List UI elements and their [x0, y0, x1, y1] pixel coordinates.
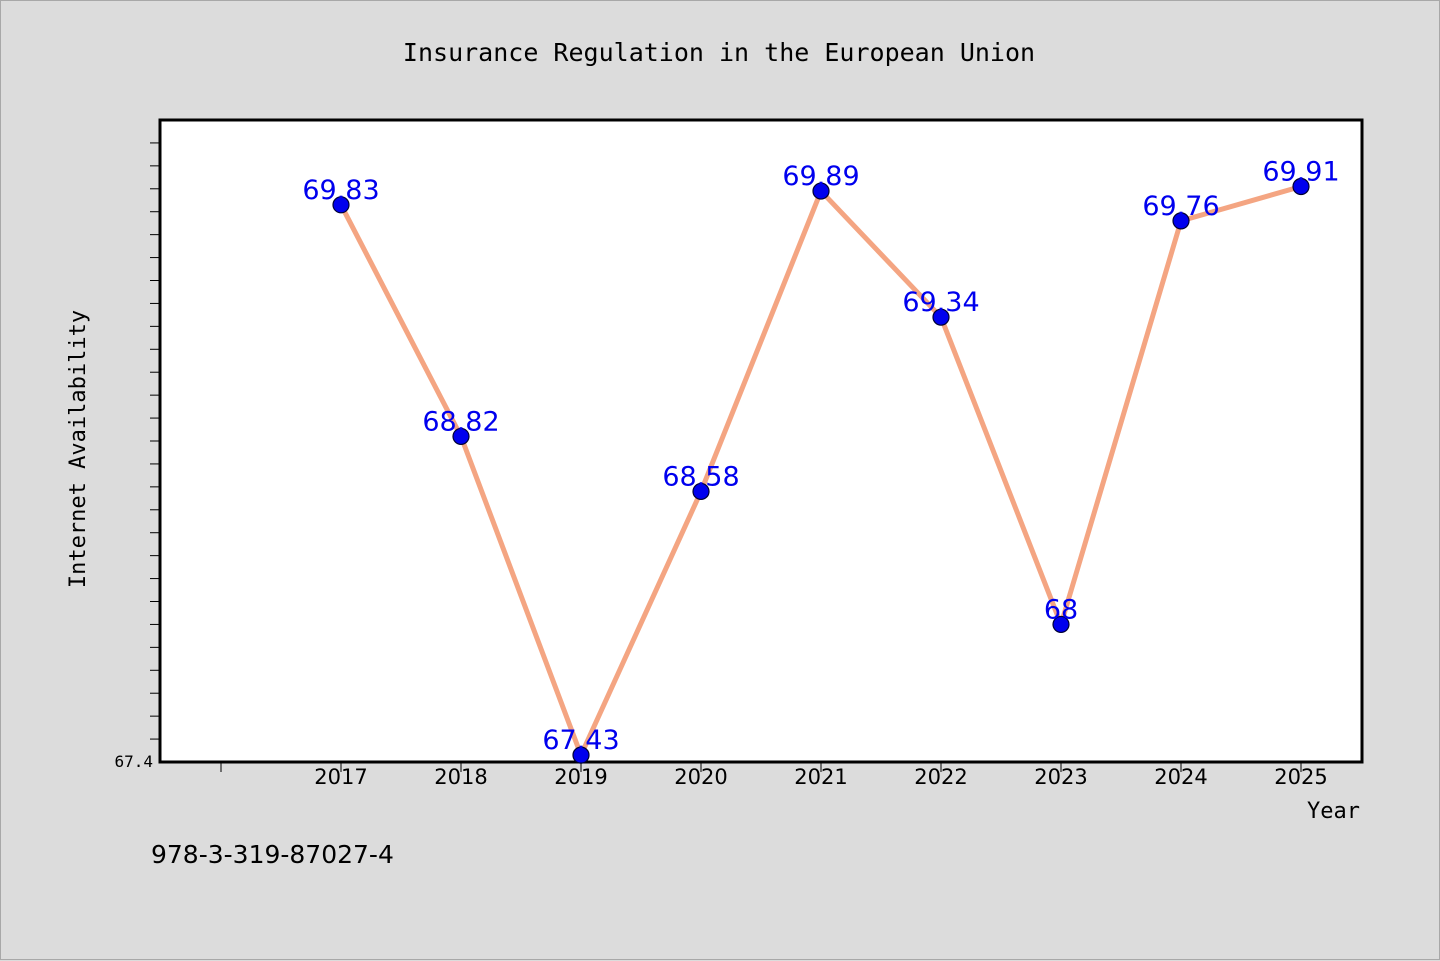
- data-point-marker: [1052, 615, 1070, 634]
- data-labels-group: 69.83 68.82 67.43 68.58 69.89 69.34 68 69.76 69.…: [302, 156, 1339, 756]
- y-tick-label: 67.4: [114, 752, 153, 771]
- x-tick-label: 2018: [434, 765, 487, 789]
- data-label: 67.43: [542, 725, 619, 756]
- x-tick-label: 2019: [554, 765, 607, 789]
- data-label: 69.34: [902, 287, 979, 318]
- x-tick-label: 2024: [1154, 765, 1207, 789]
- chart-title: Insurance Regulation in the European Uni…: [403, 38, 1035, 67]
- data-label: 69.91: [1262, 156, 1339, 187]
- x-tick-label: 2017: [314, 765, 367, 789]
- plot-area: [158, 118, 1364, 764]
- x-tick-label: 2023: [1034, 765, 1087, 789]
- data-label: 68: [1044, 594, 1078, 625]
- x-tick-label: 2020: [674, 765, 727, 789]
- data-point-marker: [332, 196, 350, 214]
- x-tick-labels: 2017 2018 2019 2020 2021 2022 2023 2024 2025: [314, 765, 1327, 789]
- data-label: 68.58: [662, 461, 739, 492]
- x-tick-label: 2025: [1274, 765, 1327, 789]
- data-point-marker: [812, 182, 830, 200]
- y-axis-ticks: [150, 142, 160, 740]
- data-label: 69.83: [302, 175, 379, 206]
- x-axis-label: Year: [1307, 799, 1360, 824]
- data-point-marker: [1172, 212, 1190, 230]
- data-label: 68.82: [422, 406, 499, 437]
- data-label: 69.89: [782, 161, 859, 192]
- markers-group: [332, 177, 1310, 764]
- data-point-marker: [452, 427, 470, 446]
- isbn-text: 978-3-319-87027-4: [151, 840, 394, 869]
- x-tick-label: 2021: [794, 765, 847, 789]
- data-point-marker: [692, 482, 710, 501]
- data-point-marker: [1292, 177, 1310, 196]
- data-point-marker: [572, 746, 590, 764]
- x-tick-label: 2022: [914, 765, 967, 789]
- data-label: 69.76: [1142, 191, 1219, 222]
- x-axis-ticks: [220, 762, 1302, 772]
- data-point-marker: [932, 308, 950, 326]
- y-axis-label: Internet Availability: [66, 310, 91, 588]
